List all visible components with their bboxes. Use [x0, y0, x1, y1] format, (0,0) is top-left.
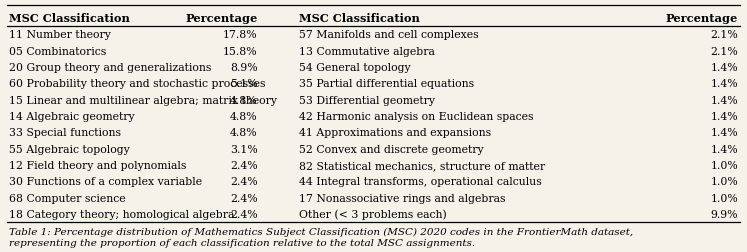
Text: 15.8%: 15.8%	[223, 46, 258, 56]
Text: 2.4%: 2.4%	[230, 177, 258, 186]
Text: 1.4%: 1.4%	[710, 144, 738, 154]
Text: MSC Classification: MSC Classification	[299, 13, 420, 24]
Text: 15 Linear and multilinear algebra; matrix theory: 15 Linear and multilinear algebra; matri…	[9, 95, 277, 105]
Text: 35 Partial differential equations: 35 Partial differential equations	[299, 79, 474, 89]
Text: 44 Integral transforms, operational calculus: 44 Integral transforms, operational calc…	[299, 177, 542, 186]
Text: 9.9%: 9.9%	[710, 209, 738, 219]
Text: 1.4%: 1.4%	[710, 63, 738, 73]
Text: 1.4%: 1.4%	[710, 128, 738, 138]
Text: 1.0%: 1.0%	[710, 160, 738, 170]
Text: representing the proportion of each classification relative to the total MSC ass: representing the proportion of each clas…	[9, 238, 475, 247]
Text: 11 Number theory: 11 Number theory	[9, 30, 111, 40]
Text: 5.1%: 5.1%	[230, 79, 258, 89]
Text: 13 Commutative algebra: 13 Commutative algebra	[299, 46, 435, 56]
Text: 17 Nonassociative rings and algebras: 17 Nonassociative rings and algebras	[299, 193, 505, 203]
Text: 1.4%: 1.4%	[710, 95, 738, 105]
Text: 05 Combinatorics: 05 Combinatorics	[9, 46, 106, 56]
Text: 1.4%: 1.4%	[710, 79, 738, 89]
Text: 4.8%: 4.8%	[230, 128, 258, 138]
Text: Table 1: Percentage distribution of Mathematics Subject Classification (MSC) 202: Table 1: Percentage distribution of Math…	[9, 227, 633, 236]
Text: 2.4%: 2.4%	[230, 160, 258, 170]
Text: 82 Statistical mechanics, structure of matter: 82 Statistical mechanics, structure of m…	[299, 160, 545, 170]
Text: 41 Approximations and expansions: 41 Approximations and expansions	[299, 128, 491, 138]
Text: 1.0%: 1.0%	[710, 177, 738, 186]
Text: 8.9%: 8.9%	[230, 63, 258, 73]
Text: 18 Category theory; homological algebra: 18 Category theory; homological algebra	[9, 209, 235, 219]
Text: 55 Algebraic topology: 55 Algebraic topology	[9, 144, 130, 154]
Text: 52 Convex and discrete geometry: 52 Convex and discrete geometry	[299, 144, 483, 154]
Text: 14 Algebraic geometry: 14 Algebraic geometry	[9, 111, 134, 121]
Text: 17.8%: 17.8%	[223, 30, 258, 40]
Text: 4.8%: 4.8%	[230, 111, 258, 121]
Text: 2.4%: 2.4%	[230, 193, 258, 203]
Text: 1.0%: 1.0%	[710, 193, 738, 203]
Text: MSC Classification: MSC Classification	[9, 13, 130, 24]
Text: 12 Field theory and polynomials: 12 Field theory and polynomials	[9, 160, 186, 170]
Text: 42 Harmonic analysis on Euclidean spaces: 42 Harmonic analysis on Euclidean spaces	[299, 111, 533, 121]
Text: 2.4%: 2.4%	[230, 209, 258, 219]
Text: 1.4%: 1.4%	[710, 111, 738, 121]
Text: 30 Functions of a complex variable: 30 Functions of a complex variable	[9, 177, 202, 186]
Text: 2.1%: 2.1%	[710, 46, 738, 56]
Text: 60 Probability theory and stochastic processes: 60 Probability theory and stochastic pro…	[9, 79, 265, 89]
Text: Percentage: Percentage	[185, 13, 258, 24]
Text: 4.8%: 4.8%	[230, 95, 258, 105]
Text: Percentage: Percentage	[666, 13, 738, 24]
Text: 2.1%: 2.1%	[710, 30, 738, 40]
Text: 57 Manifolds and cell complexes: 57 Manifolds and cell complexes	[299, 30, 478, 40]
Text: 68 Computer science: 68 Computer science	[9, 193, 125, 203]
Text: 53 Differential geometry: 53 Differential geometry	[299, 95, 435, 105]
Text: 54 General topology: 54 General topology	[299, 63, 410, 73]
Text: 3.1%: 3.1%	[230, 144, 258, 154]
Text: 20 Group theory and generalizations: 20 Group theory and generalizations	[9, 63, 211, 73]
Text: 33 Special functions: 33 Special functions	[9, 128, 121, 138]
Text: Other (< 3 problems each): Other (< 3 problems each)	[299, 209, 447, 219]
